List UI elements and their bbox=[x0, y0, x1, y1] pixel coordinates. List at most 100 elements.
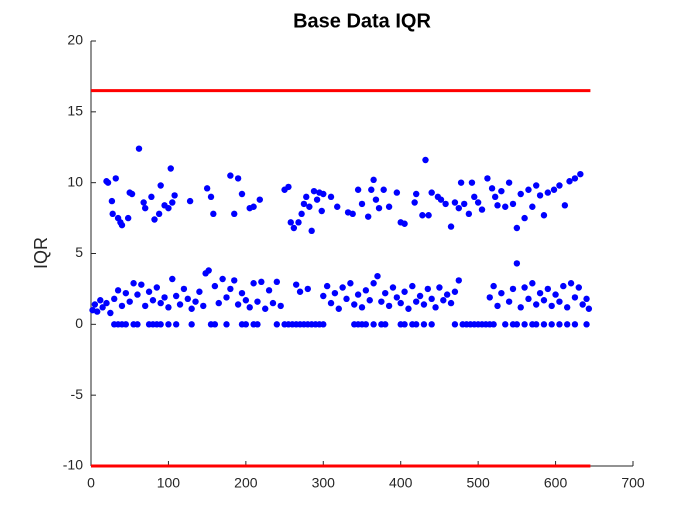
point bbox=[413, 298, 420, 305]
point bbox=[370, 321, 377, 328]
point bbox=[172, 292, 180, 300]
point bbox=[389, 284, 397, 291]
point bbox=[256, 196, 263, 203]
point bbox=[486, 294, 493, 301]
point bbox=[192, 298, 199, 305]
point bbox=[533, 321, 540, 328]
point bbox=[285, 183, 292, 191]
point bbox=[437, 196, 445, 203]
point bbox=[521, 284, 528, 291]
point bbox=[172, 321, 180, 328]
point bbox=[422, 156, 429, 164]
point bbox=[210, 210, 217, 218]
point bbox=[104, 179, 112, 186]
point bbox=[494, 202, 501, 209]
point bbox=[269, 299, 277, 307]
point bbox=[320, 190, 327, 198]
point bbox=[556, 182, 563, 189]
point bbox=[529, 203, 536, 210]
point bbox=[533, 182, 540, 189]
point bbox=[234, 175, 242, 182]
point bbox=[374, 272, 381, 280]
point bbox=[122, 321, 130, 328]
point bbox=[347, 280, 354, 287]
point bbox=[99, 304, 106, 311]
point bbox=[300, 200, 308, 208]
point bbox=[405, 305, 412, 312]
point bbox=[135, 145, 143, 152]
point bbox=[505, 179, 513, 186]
point bbox=[393, 294, 401, 301]
point bbox=[461, 200, 468, 208]
point bbox=[165, 321, 172, 328]
point bbox=[451, 199, 459, 206]
point bbox=[401, 321, 408, 328]
point bbox=[320, 321, 327, 328]
point bbox=[544, 285, 552, 293]
point bbox=[502, 321, 509, 328]
point bbox=[242, 297, 250, 304]
point bbox=[298, 210, 305, 218]
point bbox=[478, 206, 486, 213]
point bbox=[455, 204, 462, 212]
point bbox=[265, 287, 273, 294]
point bbox=[323, 282, 331, 290]
point bbox=[188, 305, 195, 312]
point bbox=[151, 216, 158, 223]
point bbox=[292, 281, 300, 288]
point bbox=[354, 186, 362, 193]
point bbox=[544, 189, 552, 196]
point bbox=[148, 193, 155, 201]
point bbox=[184, 295, 191, 303]
point bbox=[579, 301, 586, 308]
point bbox=[368, 186, 375, 193]
x-tick-label: 0 bbox=[87, 475, 95, 491]
point bbox=[540, 297, 548, 304]
point bbox=[494, 302, 501, 310]
point bbox=[465, 210, 473, 218]
point bbox=[97, 297, 104, 304]
point bbox=[128, 190, 136, 198]
point bbox=[362, 287, 370, 294]
y-tick-label: -5 bbox=[71, 386, 84, 402]
point bbox=[366, 297, 373, 304]
point bbox=[401, 220, 408, 227]
point bbox=[509, 200, 517, 208]
y-tick-label: 10 bbox=[67, 173, 83, 189]
point bbox=[385, 203, 393, 210]
point bbox=[254, 321, 261, 328]
point bbox=[207, 193, 215, 201]
point bbox=[525, 186, 532, 193]
point bbox=[583, 295, 590, 303]
point bbox=[339, 284, 346, 291]
point bbox=[231, 210, 238, 218]
point bbox=[238, 190, 246, 198]
point bbox=[327, 299, 335, 307]
point bbox=[442, 200, 449, 208]
point bbox=[186, 197, 194, 205]
point bbox=[231, 277, 238, 284]
point bbox=[550, 186, 558, 193]
point bbox=[196, 288, 203, 295]
y-tick-label: -10 bbox=[63, 457, 83, 473]
point bbox=[364, 213, 372, 220]
point bbox=[440, 297, 447, 304]
point bbox=[370, 176, 377, 184]
point bbox=[393, 189, 401, 196]
point bbox=[308, 227, 315, 235]
point bbox=[585, 305, 593, 312]
point bbox=[413, 190, 420, 198]
point bbox=[180, 285, 188, 293]
point bbox=[490, 321, 497, 328]
point bbox=[351, 301, 358, 308]
point bbox=[358, 304, 366, 311]
point bbox=[577, 170, 584, 178]
point bbox=[420, 301, 428, 308]
point bbox=[428, 189, 435, 196]
point bbox=[310, 187, 318, 195]
point bbox=[425, 212, 432, 219]
point bbox=[215, 299, 222, 307]
point bbox=[242, 321, 250, 328]
point bbox=[157, 299, 164, 307]
